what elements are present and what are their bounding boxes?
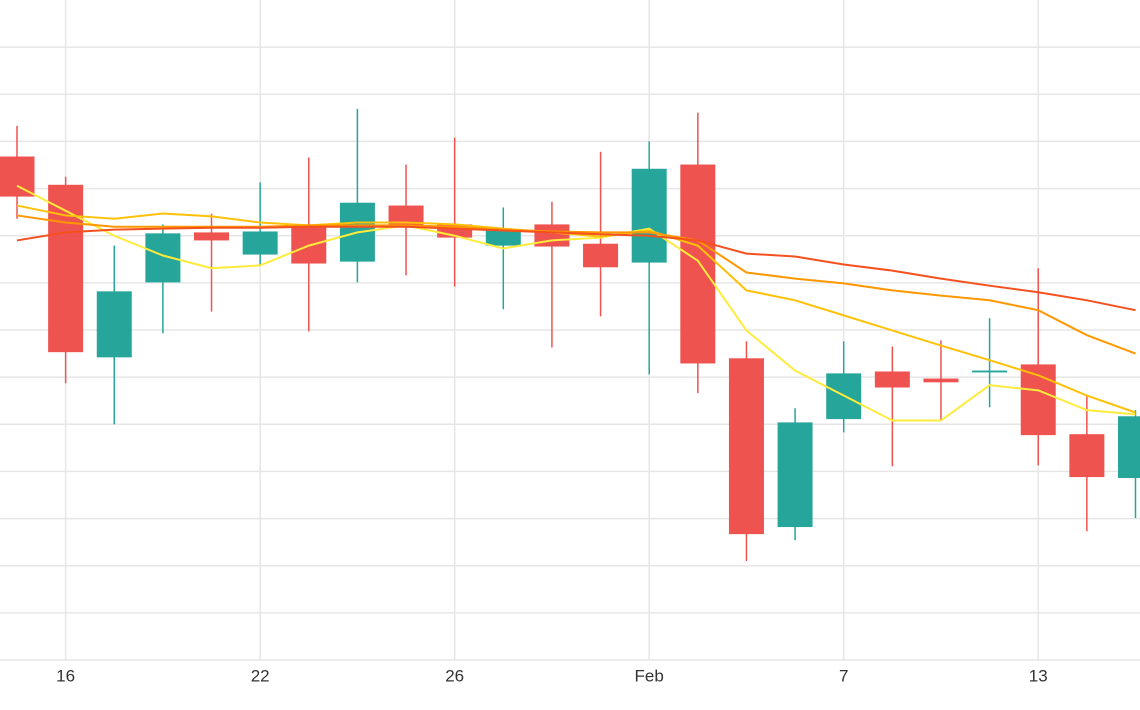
candle-body bbox=[485, 229, 521, 246]
candle-body bbox=[583, 243, 619, 268]
candle-body bbox=[1117, 416, 1140, 479]
x-tick-label: 26 bbox=[445, 666, 464, 685]
candle-body bbox=[777, 422, 813, 528]
candle-body bbox=[874, 371, 910, 388]
moving-average-line bbox=[16, 204, 1136, 414]
candle-body bbox=[728, 358, 764, 535]
candle-body bbox=[923, 378, 959, 383]
x-tick-label: Feb bbox=[635, 666, 664, 685]
candle-body bbox=[1069, 434, 1105, 478]
candle-body bbox=[972, 370, 1008, 373]
moving-average-line bbox=[16, 214, 1136, 355]
candle-body bbox=[96, 291, 132, 358]
x-tick-label: 22 bbox=[251, 666, 270, 685]
candle-body bbox=[631, 168, 667, 263]
candle-body bbox=[242, 231, 278, 255]
x-tick-label: 13 bbox=[1029, 666, 1048, 685]
candle-body bbox=[0, 156, 35, 197]
candle-body bbox=[291, 225, 327, 264]
candle-body bbox=[194, 232, 230, 241]
moving-average-line bbox=[16, 225, 1136, 312]
candle-body bbox=[680, 164, 716, 364]
moving-average-line bbox=[16, 184, 1136, 422]
candle-body bbox=[388, 205, 424, 227]
x-tick-label: 16 bbox=[56, 666, 75, 685]
x-tick-label: 7 bbox=[839, 666, 848, 685]
